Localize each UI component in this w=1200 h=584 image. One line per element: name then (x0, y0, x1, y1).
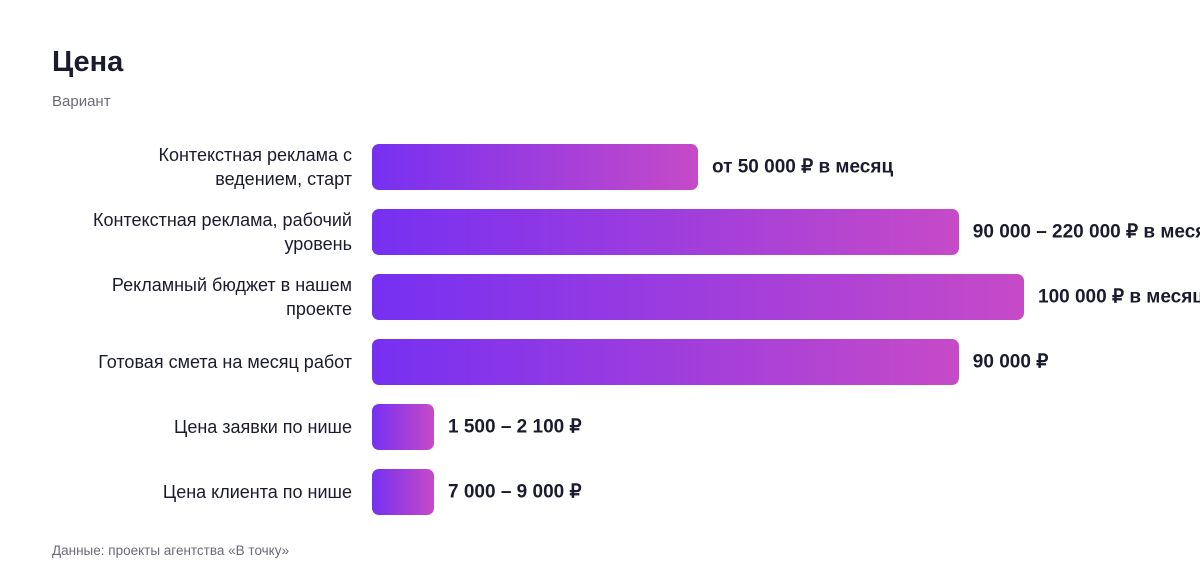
chart-title: Цена (52, 46, 124, 78)
bar (372, 339, 959, 385)
bar (372, 274, 1024, 320)
bar (372, 209, 959, 255)
category-label: Рекламный бюджет в нашем проекте (111, 275, 352, 319)
bar (372, 469, 434, 515)
value-label: 90 000 ₽ (972, 351, 1049, 373)
source-note: Данные: проекты агентства «В точку» (52, 543, 290, 558)
bar (372, 144, 698, 190)
chart-subtitle: Вариант (52, 93, 111, 110)
value-label: 1 500 – 2 100 ₽ (448, 416, 582, 438)
value-label: 90 000 – 220 000 ₽ в месяц (972, 221, 1200, 243)
value-label: 7 000 – 9 000 ₽ (448, 481, 582, 503)
category-label: Контекстная реклама, рабочий уровень (93, 210, 352, 254)
category-label: Готовая смета на месяц работ (98, 352, 352, 372)
value-label: 100 000 ₽ в месяц (1038, 286, 1200, 308)
bar (372, 404, 434, 450)
category-label: Цена клиента по нише (162, 482, 352, 502)
category-label: Цена заявки по нише (174, 417, 352, 437)
value-label: от 50 000 ₽ в месяц (712, 156, 894, 178)
category-label: Контекстная реклама с ведением, старт (158, 145, 352, 189)
